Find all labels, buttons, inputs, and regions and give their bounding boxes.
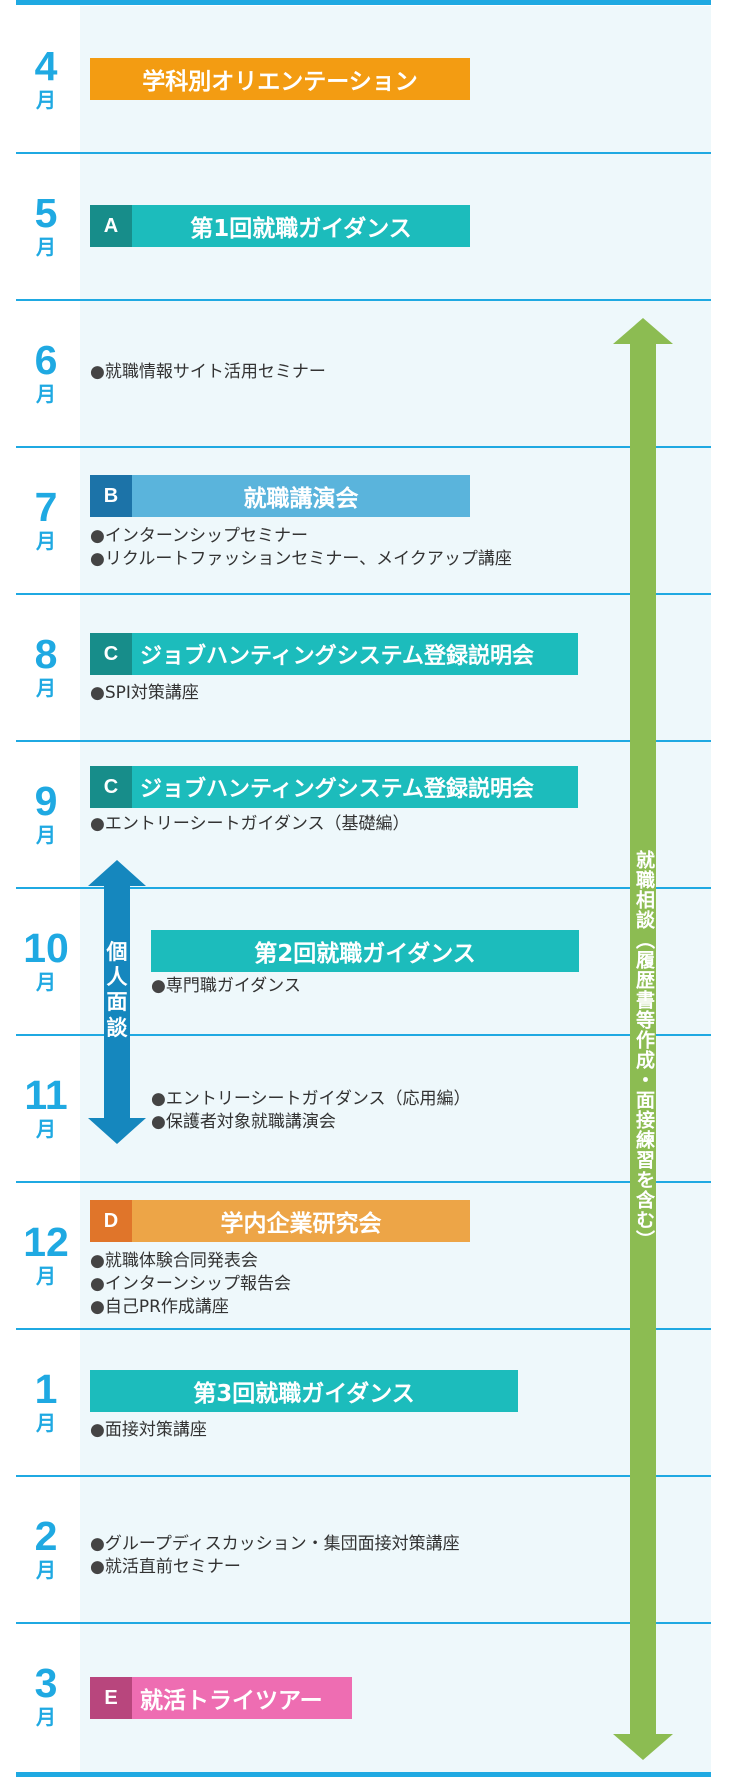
event-list-dec: 就職体験合同発表会 インターンシップ報告会 自己PR作成講座 — [90, 1250, 291, 1319]
month-divider — [16, 1475, 711, 1477]
list-item: インターンシップ報告会 — [90, 1273, 291, 1296]
consultation-arrow-label: 就職相談（履歴書等作成・面接練習を含む） — [633, 850, 655, 1250]
list-item: SPI対策講座 — [90, 682, 199, 705]
event-letter-badge: D — [90, 1200, 132, 1242]
month-divider — [16, 593, 711, 595]
event-bar-label: 学科別オリエンテーション — [142, 69, 418, 95]
event-bar-job-hunting-system-aug: C ジョブハンティングシステム登録説明会 — [90, 633, 578, 675]
list-item: 自己PR作成講座 — [90, 1296, 291, 1319]
list-item: 保護者対象就職講演会 — [151, 1111, 470, 1134]
event-letter-badge: E — [90, 1677, 132, 1719]
month-divider — [16, 740, 711, 742]
event-bar-label: 学内企業研究会 — [220, 1211, 382, 1237]
event-bar-label: 第2回就職ガイダンス — [254, 941, 476, 967]
list-item: 専門職ガイダンス — [151, 975, 301, 998]
event-list-jun: 就職情報サイト活用セミナー — [90, 361, 326, 384]
event-bar-label: ジョブハンティングシステム登録説明会 — [140, 644, 535, 669]
month-divider — [16, 887, 711, 889]
event-letter-badge: B — [90, 475, 132, 517]
month-label-nov: 11 月 — [24, 1072, 68, 1141]
event-bar-guidance-1: A 第1回就職ガイダンス — [90, 205, 470, 247]
event-bar-label: 就活トライツアー — [140, 1688, 323, 1714]
event-list-jan: 面接対策講座 — [90, 1419, 207, 1442]
event-bar-orientation: 学科別オリエンテーション — [90, 58, 470, 100]
background-stripe — [80, 6, 711, 1776]
event-letter-badge: C — [90, 633, 132, 675]
list-item: リクルートファッションセミナー、メイクアップ講座 — [90, 548, 512, 571]
event-bar-label: ジョブハンティングシステム登録説明会 — [140, 777, 535, 802]
event-bar-label: 第1回就職ガイダンス — [190, 216, 412, 242]
event-letter-badge: A — [90, 205, 132, 247]
list-item: インターンシップセミナー — [90, 525, 512, 548]
event-list-jul: インターンシップセミナー リクルートファッションセミナー、メイクアップ講座 — [90, 525, 512, 571]
event-list-sep: エントリーシートガイダンス（基礎編） — [90, 813, 410, 836]
list-item: 面接対策講座 — [90, 1419, 207, 1442]
list-item: グループディスカッション・集団面接対策講座 — [90, 1533, 460, 1556]
month-divider — [16, 1034, 711, 1036]
event-bar-tour: E 就活トライツアー — [90, 1677, 352, 1719]
event-letter-badge: C — [90, 766, 132, 808]
event-bar-job-hunting-system-sep: C ジョブハンティングシステム登録説明会 — [90, 766, 578, 808]
list-item: エントリーシートガイダンス（応用編） — [151, 1088, 471, 1111]
event-bar-label: 第3回就職ガイダンス — [193, 1381, 415, 1407]
event-list-nov: エントリーシートガイダンス（応用編） 保護者対象就職講演会 — [151, 1088, 471, 1134]
list-item: 就職情報サイト活用セミナー — [90, 361, 326, 384]
event-bar-guidance-3: 第3回就職ガイダンス — [90, 1370, 518, 1412]
month-divider — [16, 1622, 711, 1624]
consultation-arrow-icon — [613, 318, 673, 1760]
month-divider — [16, 152, 711, 154]
bottom-border — [16, 1772, 711, 1777]
event-list-feb: グループディスカッション・集団面接対策講座 就活直前セミナー — [90, 1533, 460, 1579]
list-item: 就活直前セミナー — [90, 1556, 460, 1579]
month-label-dec: 12 月 — [23, 1219, 69, 1288]
month-label-oct: 10 月 — [23, 925, 69, 994]
interview-arrow-label: 個 人 面 談 — [106, 940, 128, 1040]
event-list-aug: SPI対策講座 — [90, 682, 199, 705]
top-border — [16, 0, 711, 5]
month-divider — [16, 1328, 711, 1330]
event-bar-company-fair: D 学内企業研究会 — [90, 1200, 470, 1242]
event-bar-lecture: B 就職講演会 — [90, 475, 470, 517]
interview-arrow-icon — [88, 860, 146, 1144]
month-divider — [16, 299, 711, 301]
event-list-oct: 専門職ガイダンス — [151, 975, 301, 998]
month-divider — [16, 1181, 711, 1183]
month-divider — [16, 446, 711, 448]
list-item: 就職体験合同発表会 — [90, 1250, 291, 1273]
event-bar-label: 就職講演会 — [243, 486, 359, 512]
list-item: エントリーシートガイダンス（基礎編） — [90, 813, 410, 836]
event-bar-guidance-2: 第2回就職ガイダンス — [151, 930, 579, 972]
